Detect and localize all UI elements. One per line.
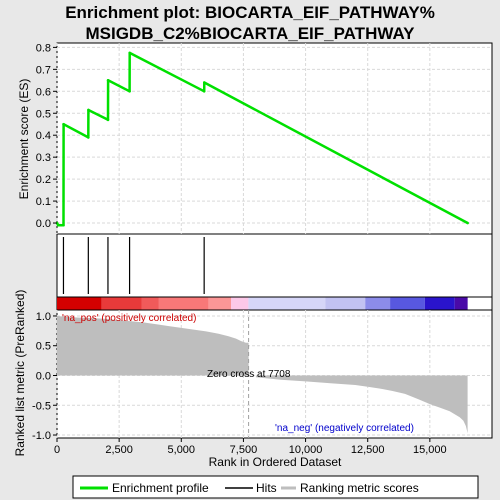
enrichment-point-6	[87, 108, 90, 112]
xtick-label-0: 0	[54, 444, 60, 456]
axes-layer: 0.0 0.1 0.2 0.3 0.4 0.5 0.6 0.7 0.8 -1.0 -0.5 0.0 0.…	[32, 42, 447, 456]
es-ytick-label-4: 0.4	[36, 130, 51, 142]
xtick-label-2: 5,000	[168, 444, 196, 456]
x-axis-label: Rank in Ordered Dataset	[209, 455, 342, 469]
heatmap-segment-7	[325, 297, 366, 310]
es-y-axis-label: Enrichment score (ES)	[17, 79, 31, 200]
hits-layer	[62, 237, 205, 294]
heatmap-segment-0	[57, 297, 102, 310]
hits-panel	[56, 233, 493, 298]
zero-cross-label: Zero cross at 7708	[207, 369, 291, 380]
heatmap-segment-1	[101, 297, 142, 310]
legend: Enrichment profile Hits Ranking metric s…	[72, 475, 479, 499]
enrichment-point-3	[62, 223, 65, 227]
chart-title-line2: MSIGDB_C2%BIOCARTA_EIF_PATHWAY	[85, 24, 415, 43]
heatmap-segment-6	[248, 297, 326, 310]
heatmap-segment-2	[141, 297, 159, 310]
rank-ytick-label-0: -1.0	[32, 430, 51, 442]
xtick-label-4: 10,000	[289, 444, 323, 456]
heatmap-segment-8	[365, 297, 391, 310]
enrichment-point-1	[56, 223, 60, 227]
legend-metric-label: Ranking metric scores	[300, 481, 419, 495]
rank-ytick-label-1: -0.5	[32, 400, 51, 412]
es-ytick-label-1: 0.1	[36, 196, 51, 208]
enrichment-point-2	[59, 223, 63, 227]
rank-ytick-label-3: 0.5	[36, 341, 51, 353]
xtick-label-3: 7,500	[230, 444, 258, 456]
es-ytick-label-2: 0.2	[36, 174, 51, 186]
es-ytick-label-5: 0.5	[36, 108, 51, 120]
neg-correlated-label: 'na_neg' (negatively correlated)	[275, 423, 414, 434]
ranking-metric-area	[57, 316, 468, 434]
es-panel	[56, 42, 493, 235]
enrichment-point-13	[466, 221, 469, 225]
rank-ytick-label-4: 1.0	[36, 311, 51, 323]
es-ytick-label-8: 0.8	[36, 42, 51, 54]
es-ytick-label-6: 0.6	[36, 86, 51, 98]
enrichment-point-10	[128, 51, 132, 55]
rank-ytick-label-2: 0.0	[36, 370, 51, 382]
enrichment-point-11	[202, 89, 206, 93]
heatmap-segment-3	[158, 297, 209, 310]
xtick-label-5: 12,500	[351, 444, 385, 456]
pos-correlated-label: 'na_pos' (positively correlated)	[62, 313, 196, 324]
heatmap-segment-11	[454, 297, 468, 310]
heatmap-layer	[57, 297, 468, 310]
enrichment-point-8	[106, 79, 110, 82]
rank-layer	[57, 310, 468, 438]
heatmap-segment-10	[424, 297, 455, 310]
heatmap-segment-5	[231, 297, 249, 310]
es-layer	[55, 51, 469, 227]
legend-hits-label: Hits	[256, 481, 277, 495]
enrichment-point-9	[128, 89, 131, 93]
enrichment-point-4	[62, 122, 65, 126]
xtick-label-1: 2,500	[105, 444, 133, 456]
chart-title-line1: Enrichment plot: BIOCARTA_EIF_PATHWAY%	[65, 3, 435, 22]
heatmap-segment-4	[208, 297, 231, 310]
legend-enrichment-label: Enrichment profile	[112, 481, 209, 495]
legend-box	[72, 475, 479, 499]
es-ytick-label-7: 0.7	[36, 64, 51, 76]
enrichment-point-7	[106, 118, 110, 122]
heatmap-segment-9	[390, 297, 425, 310]
rank-y-axis-label: Ranked list metric (PreRanked)	[13, 290, 27, 457]
enrichment-point-5	[87, 136, 90, 139]
es-ytick-label-0: 0.0	[36, 218, 51, 230]
enrichment-point-12	[202, 81, 206, 84]
es-ytick-label-3: 0.3	[36, 152, 51, 164]
xtick-label-6: 15,000	[413, 444, 447, 456]
